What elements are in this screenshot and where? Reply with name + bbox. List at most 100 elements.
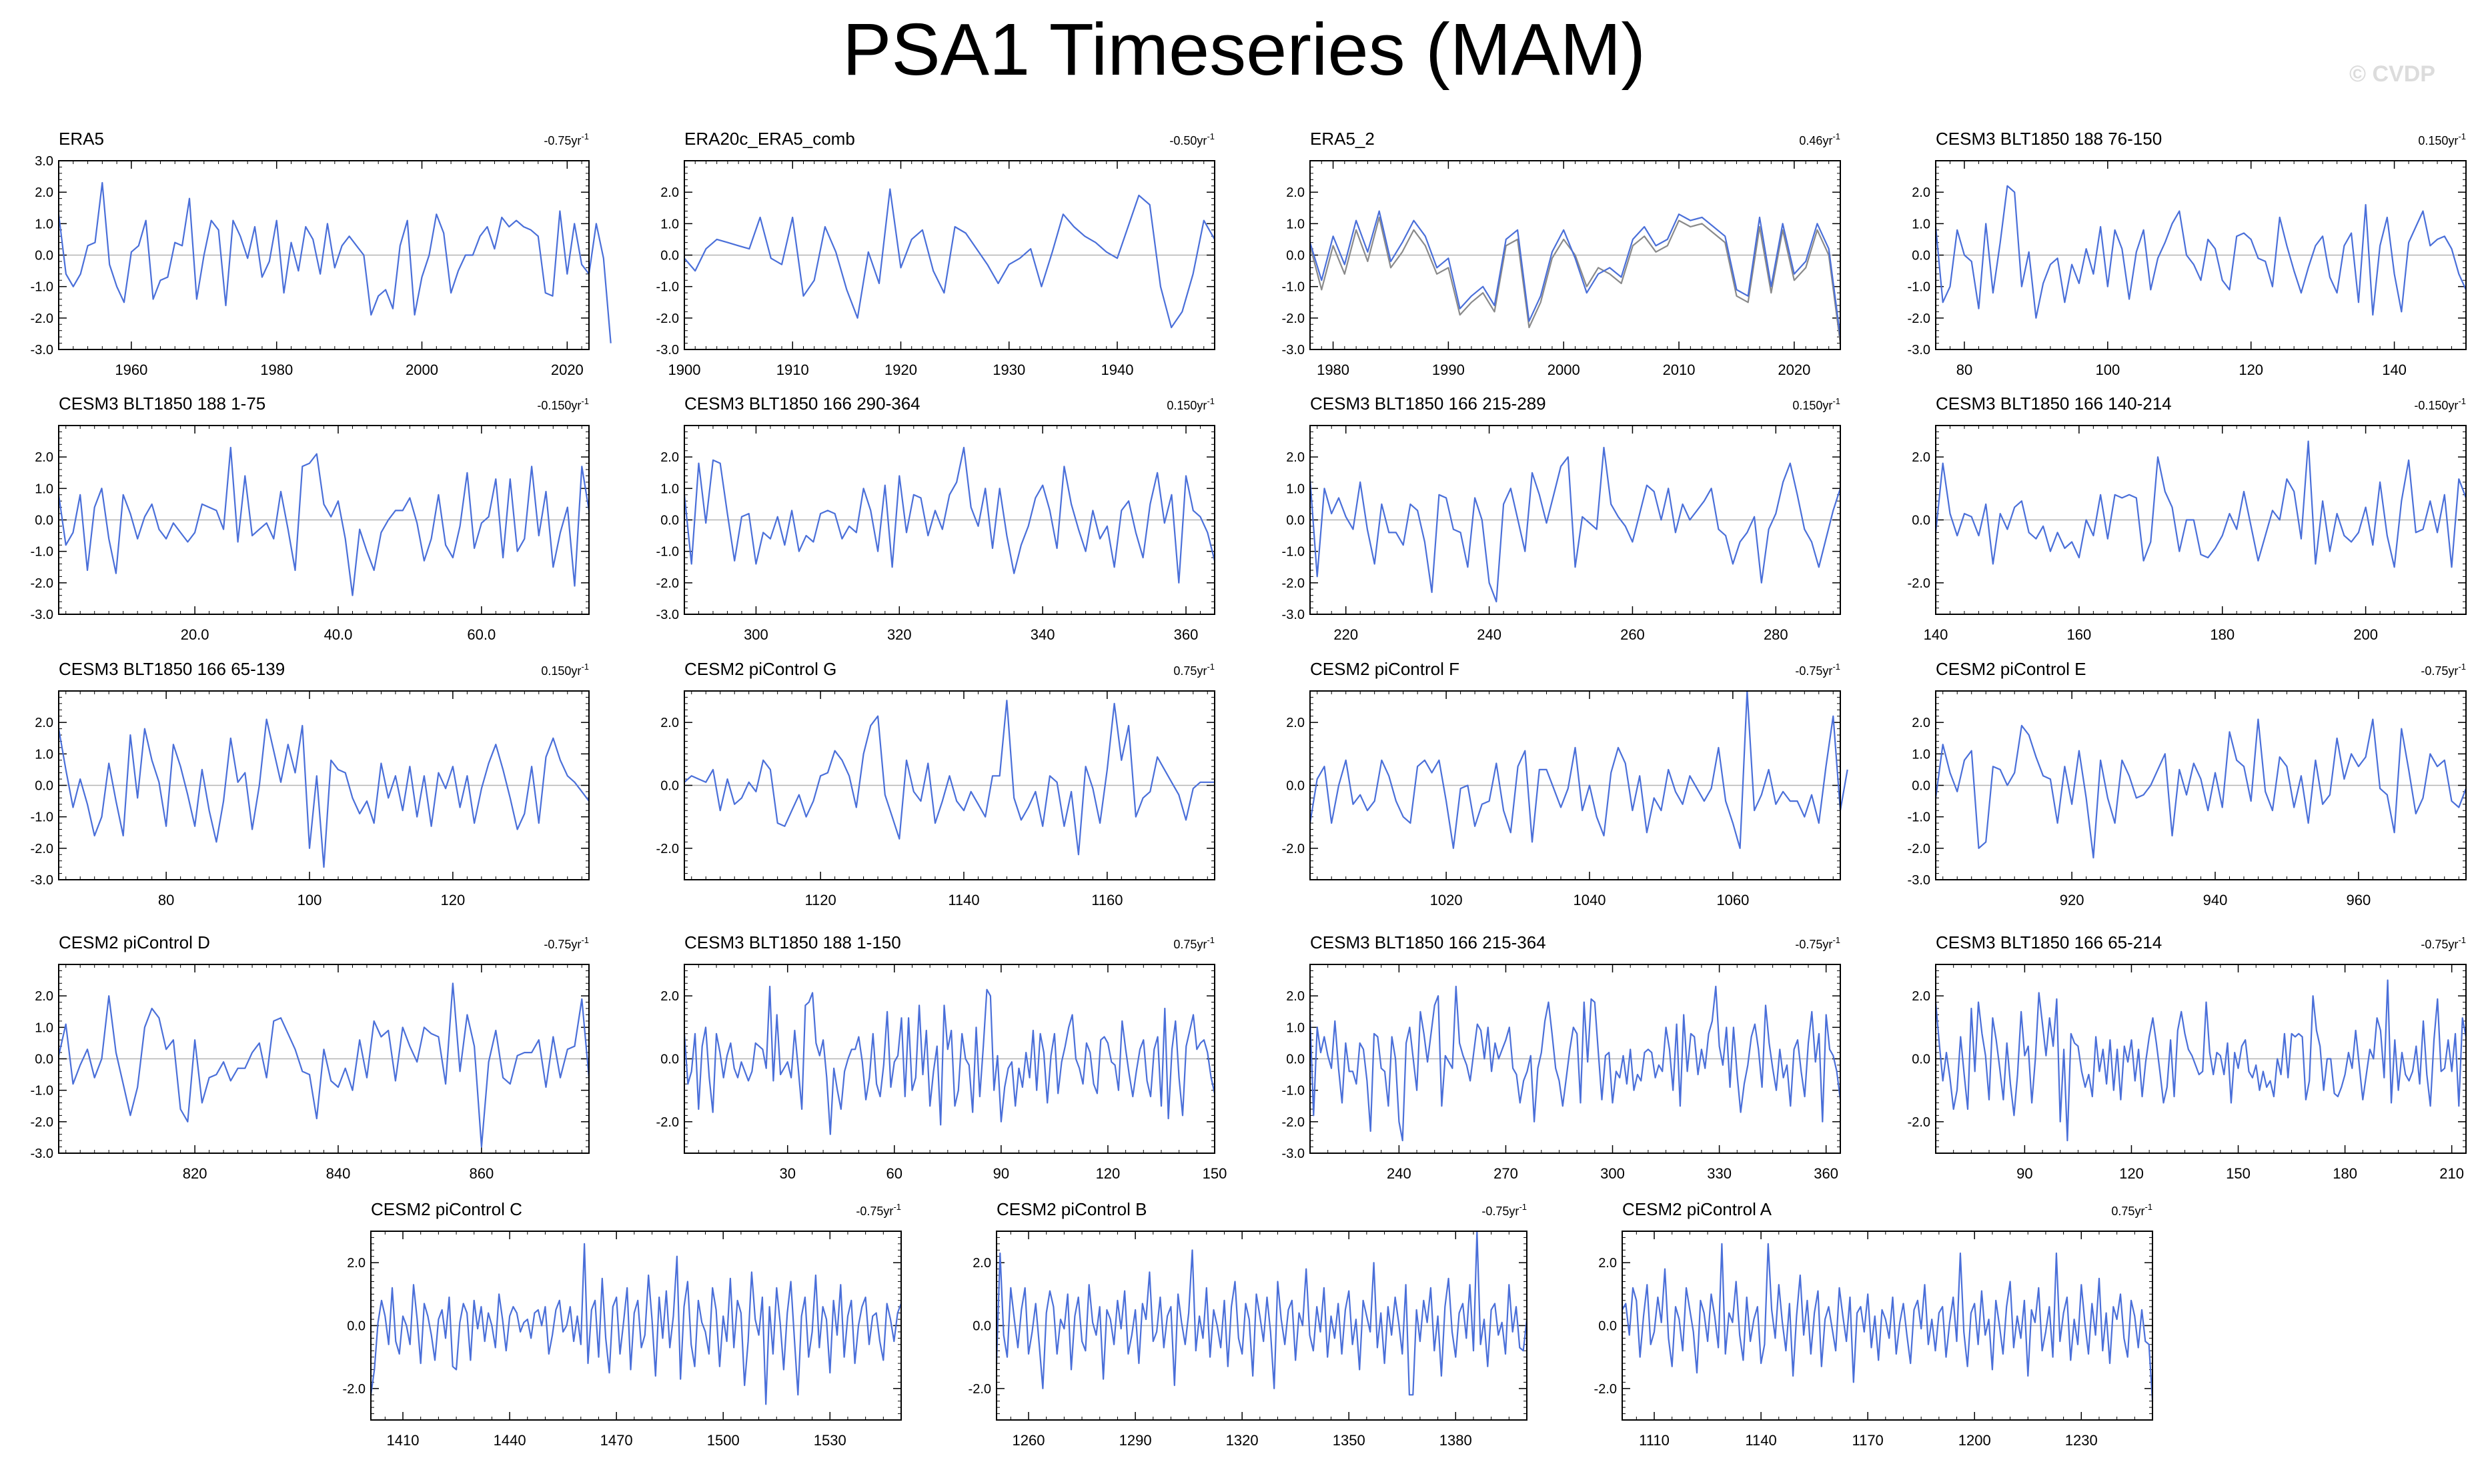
y-tick-label: 1.0 [1286,1020,1305,1035]
page-title: PSA1 Timeseries (MAM) [842,9,1646,91]
plot-frame [684,425,1215,615]
x-tick-label: 1260 [1013,1432,1045,1449]
plot-frame [1935,690,2467,880]
plot-frame [370,1231,902,1421]
x-tick-label: 180 [2333,1165,2357,1182]
trend-exponent: -1 [1207,935,1215,945]
trend-value: 0.150yr [2418,134,2458,147]
trend-label: -0.75yr-1 [2421,662,2466,678]
y-tick-label: -2.0 [1908,576,1930,591]
y-tick-label: 1.0 [1286,217,1305,231]
x-tick-label: 2020 [1778,361,1810,378]
trend-value: 0.75yr [2111,1205,2144,1218]
y-tick-label: 2.0 [660,716,679,730]
x-tick-label: 240 [1387,1165,1411,1182]
timeseries-panel: CESM3 BLT1850 166 140-214 -0.150yr-1 2.0 0.… [1908,394,2467,643]
y-tick-label: -2.0 [1282,576,1305,591]
x-tick-label: 1140 [948,892,979,908]
trend-label: -0.75yr-1 [1481,1202,1527,1218]
y-tick-label: -2.0 [1282,1115,1305,1130]
y-tick-label: -1.0 [656,280,679,295]
y-tick-label: 0.0 [35,779,53,794]
x-tick-label: 140 [1924,626,1948,643]
x-tick-label: 1380 [1439,1432,1472,1449]
plot-frame [1935,160,2467,350]
trend-value: -0.75yr [2421,664,2458,678]
panel-title: CESM3 BLT1850 166 140-214 [1936,394,2172,414]
x-tick-label: 140 [2382,361,2407,378]
x-tick-label: 40.0 [324,626,353,643]
timeseries-panel: ERA20c_ERA5_comb -0.50yr-1 2.0 1.0 0.0 -1.0 -2… [656,129,1215,378]
y-tick-label: -2.0 [31,311,53,326]
plot-frame [1309,160,1841,350]
y-tick-label: 0.0 [347,1319,366,1334]
y-tick-label: -3.0 [31,343,53,357]
series-line [1934,718,2467,859]
x-tick-label: 80 [1956,361,1972,378]
y-tick-label: -1.0 [1908,280,1930,295]
trend-label: -0.75yr-1 [1795,662,1840,678]
timeseries-panel: CESM2 piControl A 0.75yr-1 2.0 0.0 -2.0 1110 1… [1594,1199,2154,1449]
x-tick-label: 920 [2060,892,2084,908]
trend-label: 0.46yr-1 [1799,131,1840,147]
y-tick-label: 2.0 [35,185,53,200]
y-tick-label: 1.0 [35,217,53,231]
series-line [1309,690,1848,849]
x-tick-label: 1320 [1226,1432,1259,1449]
x-tick-label: 100 [297,892,322,908]
plot-frame [684,690,1215,880]
y-tick-label: 2.0 [973,1256,991,1271]
y-tick-label: 1.0 [660,482,679,496]
trend-value: -0.75yr [1481,1205,1519,1218]
x-tick-label: 1980 [1317,361,1349,378]
y-tick-label: -1.0 [31,545,53,560]
x-tick-label: 1440 [494,1432,526,1449]
x-tick-label: 860 [469,1165,494,1182]
y-tick-label: -3.0 [1282,343,1305,357]
x-tick-label: 940 [2203,892,2228,908]
x-tick-label: 1020 [1430,892,1463,908]
x-tick-label: 2010 [1663,361,1696,378]
x-tick-label: 1940 [1101,361,1134,378]
x-tick-label: 150 [2226,1165,2251,1182]
x-tick-label: 840 [326,1165,351,1182]
trend-value: 0.150yr [1167,399,1207,412]
timeseries-panel: CESM2 piControl B -0.75yr-1 2.0 0.0 -2.0 1260… [969,1199,1528,1449]
x-tick-label: 30 [779,1165,795,1182]
timeseries-panel: CESM3 BLT1850 188 76-150 0.150yr-1 2.0 1.0 0… [1908,129,2467,378]
y-tick-label: 0.0 [1912,779,1930,794]
x-tick-label: 2000 [1547,361,1580,378]
trend-value: 0.150yr [541,664,581,678]
y-tick-label: 0.0 [660,514,679,528]
timeseries-panel: ERA5 -0.75yr-1 3.0 2.0 1.0 0.0 -1.0 -2.0 -3.0 196… [31,129,612,378]
trend-label: -0.75yr-1 [544,131,589,147]
plot-frame [1309,690,1841,880]
y-tick-label: -2.0 [1282,311,1305,326]
y-tick-label: 0.0 [660,1052,679,1067]
credit-watermark: © CVDP [2349,61,2435,87]
x-tick-label: 200 [2353,626,2378,643]
timeseries-panel: CESM3 BLT1850 166 215-364 -0.75yr-1 2.0 1.0… [1282,932,1842,1182]
y-tick-label: 2.0 [1912,716,1930,730]
x-tick-label: 360 [1814,1165,1838,1182]
timeseries-panel: CESM3 BLT1850 166 65-214 -0.75yr-1 2.0 0.0 -… [1908,932,2467,1182]
series-line [57,446,590,596]
x-tick-label: 1410 [387,1432,420,1449]
x-tick-label: 80 [158,892,174,908]
panel-title: ERA5 [59,129,104,149]
panel-title: CESM3 BLT1850 188 1-75 [59,394,265,414]
y-tick-label: -3.0 [31,873,53,888]
y-tick-label: 2.0 [1286,716,1305,730]
trend-label: 0.75yr-1 [1173,935,1215,951]
x-tick-label: 100 [2095,361,2120,378]
series-line [1934,440,2467,568]
x-tick-label: 1500 [707,1432,740,1449]
trend-exponent: -1 [2458,662,2466,672]
y-tick-label: 2.0 [35,450,53,465]
series-line [57,181,612,343]
y-tick-label: 0.0 [1286,249,1305,263]
series-line [370,1243,902,1405]
series-line [57,718,590,868]
y-tick-label: -1.0 [31,1084,53,1098]
panel-title: CESM2 piControl B [997,1199,1147,1219]
